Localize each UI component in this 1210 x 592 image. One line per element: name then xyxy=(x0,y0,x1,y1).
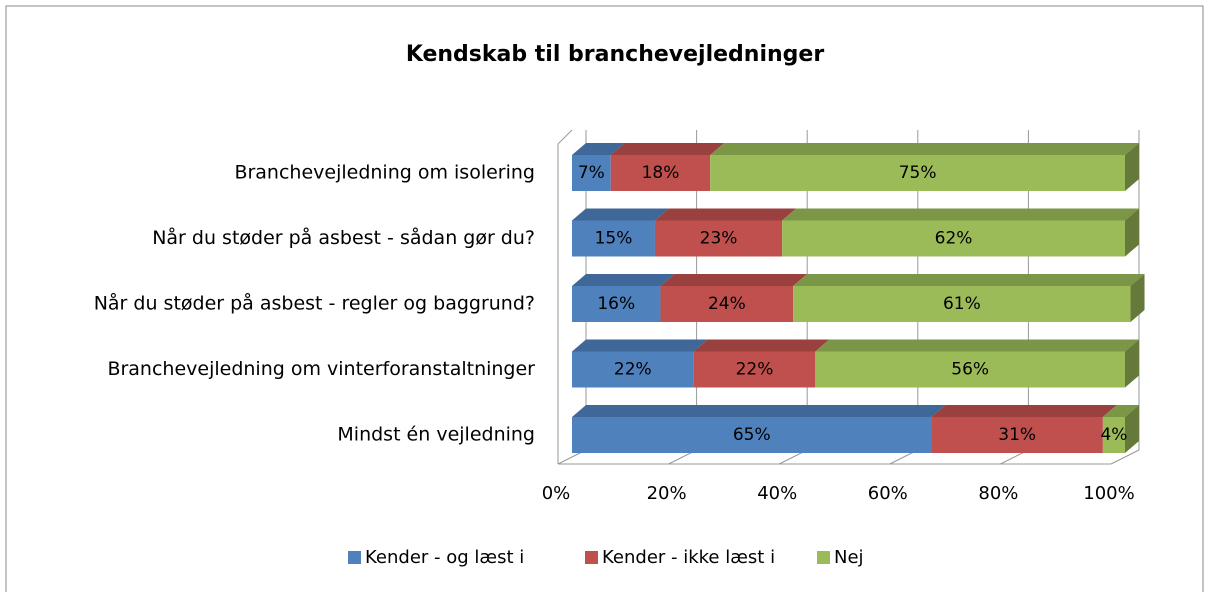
data-label: 75% xyxy=(899,163,937,183)
legend-swatch xyxy=(817,551,830,564)
data-label: 56% xyxy=(951,360,989,380)
data-label: 22% xyxy=(736,360,774,380)
bar xyxy=(572,155,611,191)
bar-top xyxy=(1102,405,1139,417)
legend-label: Kender - og læst i xyxy=(365,547,524,568)
bar xyxy=(610,155,711,191)
x-tick-label: 0% xyxy=(542,483,571,504)
bar-top xyxy=(710,143,1139,155)
bar xyxy=(572,220,655,257)
category-label: Når du støder på asbest - regler og bagg… xyxy=(94,292,535,315)
bar xyxy=(815,351,1125,388)
data-label: 22% xyxy=(614,360,652,380)
x-tick-label: 20% xyxy=(647,483,687,504)
legend-swatch xyxy=(585,551,598,564)
x-tick-label: 100% xyxy=(1083,483,1134,504)
bar-top xyxy=(931,405,1117,417)
bar-side xyxy=(1125,405,1139,453)
bar-top xyxy=(782,208,1139,221)
axis-wall xyxy=(557,129,573,145)
data-label: 65% xyxy=(733,425,771,445)
data-label: 15% xyxy=(595,229,633,249)
bar-top xyxy=(610,143,725,155)
data-label: 4% xyxy=(1100,425,1127,445)
category-label: Når du støder på asbest - sådan gør du? xyxy=(152,226,535,249)
x-tick-label: 40% xyxy=(757,483,797,504)
data-label: 31% xyxy=(998,425,1036,445)
x-tick-label: 80% xyxy=(978,483,1018,504)
bar-side xyxy=(1125,143,1139,191)
data-label: 7% xyxy=(578,163,605,183)
bar-side xyxy=(1130,274,1145,322)
x-tick-label: 60% xyxy=(868,483,908,504)
chart-title: Kendskab til branchevejledninger xyxy=(406,42,825,67)
bar-top xyxy=(815,339,1139,352)
bar xyxy=(572,286,661,322)
bar-top xyxy=(572,274,675,286)
legend-label: Nej xyxy=(834,547,864,568)
bar xyxy=(710,155,1125,191)
bar-top xyxy=(654,208,797,221)
data-label: 16% xyxy=(597,294,635,314)
data-label: 62% xyxy=(935,229,973,249)
bar xyxy=(693,351,816,388)
bar xyxy=(793,286,1131,322)
category-label: Branchevejledning om vinterforanstaltnin… xyxy=(107,358,535,380)
bar xyxy=(654,220,783,257)
data-label: 61% xyxy=(943,294,981,314)
bar-top xyxy=(572,208,669,221)
bar-top xyxy=(572,339,708,352)
legend-label: Kender - ikke læst i xyxy=(602,547,775,568)
data-label: 18% xyxy=(642,163,680,183)
legend-swatch xyxy=(348,551,361,564)
bar-top xyxy=(660,274,808,286)
bar-side xyxy=(1125,208,1139,257)
bar xyxy=(660,286,794,322)
bar xyxy=(931,417,1103,453)
bar-top xyxy=(572,143,625,155)
bar-top xyxy=(572,405,946,417)
grid-line xyxy=(1110,449,1140,465)
data-label: 23% xyxy=(700,229,738,249)
bar xyxy=(1102,417,1125,453)
category-label: Mindst én vejledning xyxy=(337,424,535,446)
bar-top xyxy=(693,339,830,352)
category-label: Branchevejledning om isolering xyxy=(234,162,535,184)
bar xyxy=(782,220,1125,257)
bar-top xyxy=(793,274,1145,286)
bar xyxy=(572,417,932,453)
bar-side xyxy=(1125,339,1139,388)
bar xyxy=(572,351,694,388)
data-label: 24% xyxy=(708,294,746,314)
